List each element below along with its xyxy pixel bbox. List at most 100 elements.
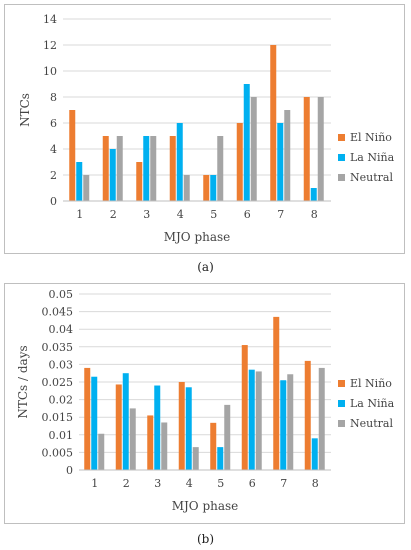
panel-label-b: (b) bbox=[196, 532, 215, 546]
y-tick-label: 8 bbox=[50, 91, 57, 104]
legend-swatch bbox=[338, 420, 345, 427]
x-tick-label: 2 bbox=[123, 477, 130, 490]
x-tick-label: 5 bbox=[217, 477, 224, 490]
bar bbox=[210, 175, 217, 201]
legend-label: La Niña bbox=[350, 397, 395, 410]
bar bbox=[102, 136, 109, 201]
bar bbox=[303, 97, 310, 201]
bar bbox=[277, 123, 284, 201]
bar bbox=[236, 123, 243, 201]
x-tick-label: 7 bbox=[277, 208, 284, 221]
bar bbox=[115, 384, 122, 470]
bar bbox=[250, 97, 257, 201]
bar bbox=[109, 149, 116, 201]
y-tick-label: 0.015 bbox=[42, 411, 74, 424]
bar bbox=[122, 373, 129, 470]
bar bbox=[116, 136, 123, 201]
bar bbox=[241, 345, 248, 470]
legend-label: La Niña bbox=[350, 151, 395, 164]
x-tick-label: 1 bbox=[91, 477, 98, 490]
x-tick-label: 4 bbox=[177, 208, 184, 221]
bar bbox=[150, 136, 157, 201]
legend-swatch bbox=[338, 154, 345, 161]
bar bbox=[270, 45, 277, 201]
y-tick-label: 6 bbox=[50, 117, 57, 130]
legend-label: Neutral bbox=[350, 171, 393, 184]
bar-chart-b: 0 0.005 0.01 0.015 0.02 0.025 0.03 0.035 0.04 0.0… bbox=[16, 288, 395, 513]
y-tick-label: 0.005 bbox=[42, 446, 74, 459]
bar bbox=[76, 162, 83, 201]
legend-swatch bbox=[338, 400, 345, 407]
legend-swatch bbox=[338, 380, 345, 387]
y-tick-label: 0 bbox=[66, 464, 73, 477]
legend-swatch bbox=[338, 174, 345, 181]
y-tick-label: 0.04 bbox=[49, 323, 74, 336]
y-tick-label: 0 bbox=[50, 195, 57, 208]
legend-swatch bbox=[338, 134, 345, 141]
x-tick-label: 3 bbox=[154, 477, 161, 490]
bar bbox=[83, 175, 90, 201]
x-tick-label: 6 bbox=[249, 477, 256, 490]
x-axis-title: MJO phase bbox=[172, 499, 239, 513]
bar bbox=[273, 316, 280, 470]
x-tick-label: 1 bbox=[76, 208, 83, 221]
bar bbox=[243, 84, 250, 201]
bar bbox=[210, 422, 217, 470]
x-axis-title: MJO phase bbox=[164, 230, 231, 244]
bar bbox=[310, 188, 317, 201]
x-tick-label: 3 bbox=[143, 208, 150, 221]
legend-label: El Niño bbox=[350, 377, 392, 390]
x-tick-label: 4 bbox=[186, 477, 193, 490]
bar bbox=[192, 447, 199, 470]
bar bbox=[176, 123, 183, 201]
y-tick-label: 0.035 bbox=[42, 341, 74, 354]
y-tick-label: 2 bbox=[50, 169, 57, 182]
chart-panel-b: 0 0.005 0.01 0.015 0.02 0.025 0.03 0.035 0.04 0.0… bbox=[4, 283, 405, 524]
x-tick-label: 6 bbox=[244, 208, 251, 221]
y-tick-label: 4 bbox=[50, 143, 57, 156]
y-tick-label: 14 bbox=[43, 13, 57, 26]
chart-panel-a: 0 2 4 6 8 10 12 14 1 2 3 4 5 6 7 8 MJO phase NTCs El Niño L… bbox=[4, 4, 405, 254]
bar bbox=[129, 408, 136, 470]
y-tick-label: 12 bbox=[43, 39, 57, 52]
x-tick-label: 2 bbox=[110, 208, 117, 221]
y-tick-label: 0.01 bbox=[49, 429, 74, 442]
x-tick-label: 8 bbox=[312, 477, 319, 490]
bar bbox=[98, 433, 105, 470]
y-tick-label: 10 bbox=[43, 65, 57, 78]
y-tick-label: 0.05 bbox=[49, 288, 74, 301]
bar bbox=[217, 447, 224, 470]
bar bbox=[255, 371, 262, 470]
y-tick-label: 0.045 bbox=[42, 306, 74, 319]
panel-label-a: (a) bbox=[197, 260, 214, 274]
y-tick-label: 0.03 bbox=[49, 358, 74, 371]
x-tick-label: 7 bbox=[280, 477, 287, 490]
bar bbox=[280, 380, 287, 470]
bar bbox=[154, 385, 161, 470]
bar bbox=[136, 162, 143, 201]
bar bbox=[161, 422, 168, 470]
bar bbox=[178, 382, 185, 470]
legend-label: Neutral bbox=[350, 417, 393, 430]
y-tick-label: 0.02 bbox=[49, 394, 74, 407]
bar bbox=[248, 369, 255, 470]
bar bbox=[91, 376, 98, 470]
bar bbox=[183, 175, 190, 201]
bar bbox=[143, 136, 150, 201]
bar bbox=[287, 374, 294, 470]
y-tick-label: 0.025 bbox=[42, 376, 74, 389]
bar bbox=[318, 367, 325, 470]
bar bbox=[317, 97, 324, 201]
bar bbox=[84, 367, 91, 470]
bar bbox=[304, 360, 311, 470]
bar bbox=[217, 136, 224, 201]
bar bbox=[169, 136, 176, 201]
bar bbox=[147, 415, 154, 470]
y-axis-title: NTCs bbox=[18, 93, 32, 127]
x-tick-label: 5 bbox=[210, 208, 217, 221]
bar bbox=[224, 404, 231, 470]
bar bbox=[69, 110, 76, 201]
bar bbox=[284, 110, 291, 201]
bar bbox=[311, 438, 318, 470]
